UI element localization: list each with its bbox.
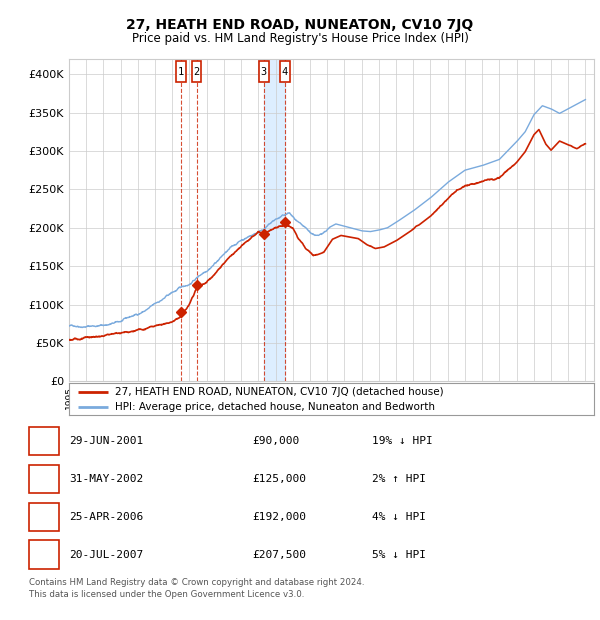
FancyBboxPatch shape xyxy=(280,61,290,82)
Text: 29-JUN-2001: 29-JUN-2001 xyxy=(69,436,143,446)
Text: 25-APR-2006: 25-APR-2006 xyxy=(69,512,143,521)
Text: Price paid vs. HM Land Registry's House Price Index (HPI): Price paid vs. HM Land Registry's House … xyxy=(131,32,469,45)
Text: £207,500: £207,500 xyxy=(252,549,306,559)
Bar xyxy=(264,59,285,381)
Text: 5% ↓ HPI: 5% ↓ HPI xyxy=(372,549,426,559)
Text: 3: 3 xyxy=(40,512,47,521)
Text: 31-MAY-2002: 31-MAY-2002 xyxy=(69,474,143,484)
FancyBboxPatch shape xyxy=(176,61,185,82)
Text: Contains HM Land Registry data © Crown copyright and database right 2024.
This d: Contains HM Land Registry data © Crown c… xyxy=(29,578,364,600)
Text: 4: 4 xyxy=(40,549,47,559)
Text: 2: 2 xyxy=(40,474,47,484)
Text: 4% ↓ HPI: 4% ↓ HPI xyxy=(372,512,426,521)
Text: 4: 4 xyxy=(282,67,288,77)
Text: HPI: Average price, detached house, Nuneaton and Bedworth: HPI: Average price, detached house, Nune… xyxy=(115,402,435,412)
FancyBboxPatch shape xyxy=(192,61,202,82)
Text: 1: 1 xyxy=(40,436,47,446)
Text: 2: 2 xyxy=(193,67,200,77)
FancyBboxPatch shape xyxy=(259,61,269,82)
Text: £125,000: £125,000 xyxy=(252,474,306,484)
Text: £192,000: £192,000 xyxy=(252,512,306,521)
Text: 27, HEATH END ROAD, NUNEATON, CV10 7JQ (detached house): 27, HEATH END ROAD, NUNEATON, CV10 7JQ (… xyxy=(115,387,444,397)
Text: 20-JUL-2007: 20-JUL-2007 xyxy=(69,549,143,559)
Text: 27, HEATH END ROAD, NUNEATON, CV10 7JQ: 27, HEATH END ROAD, NUNEATON, CV10 7JQ xyxy=(127,18,473,32)
Text: 19% ↓ HPI: 19% ↓ HPI xyxy=(372,436,433,446)
Text: 3: 3 xyxy=(261,67,267,77)
Text: 2% ↑ HPI: 2% ↑ HPI xyxy=(372,474,426,484)
Text: 1: 1 xyxy=(178,67,184,77)
Text: £90,000: £90,000 xyxy=(252,436,299,446)
